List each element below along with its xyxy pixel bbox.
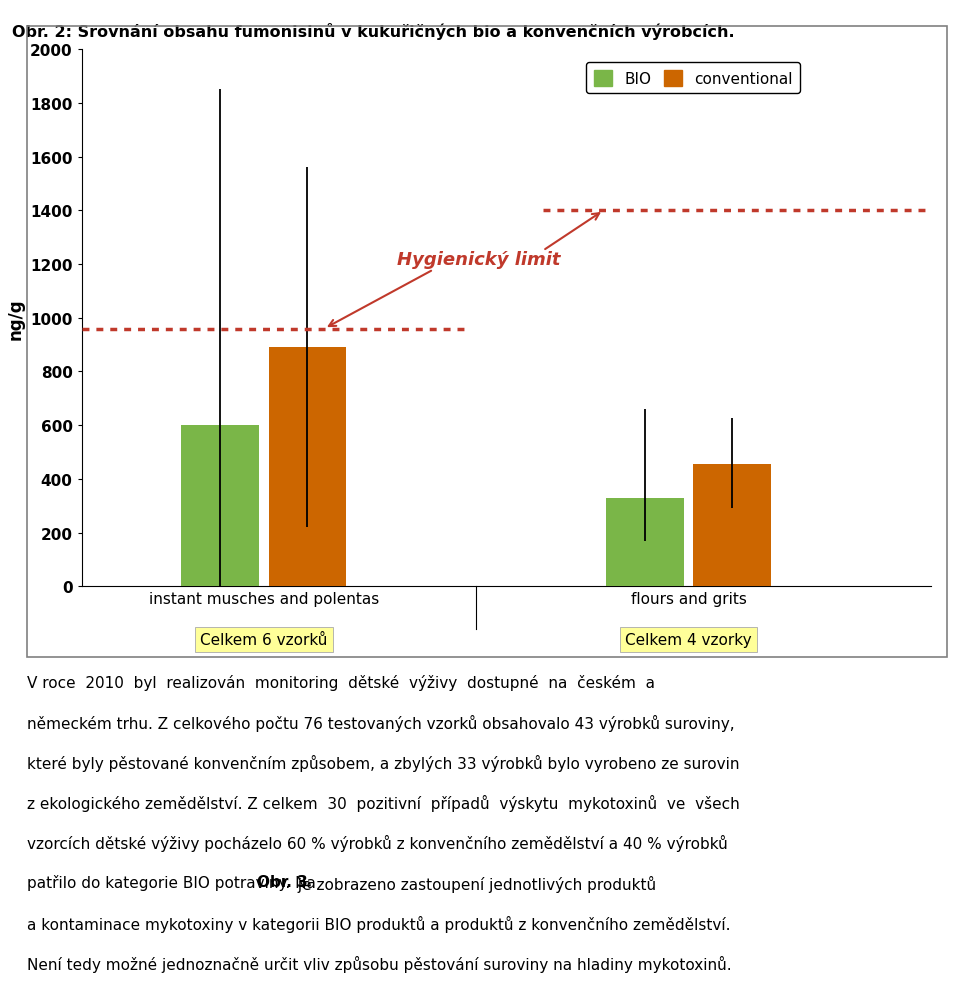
Bar: [269, 348, 347, 587]
Text: vzorcích dětské výživy pocházelo 60 % výrobků z konvenčního zemědělství a 40 % v: vzorcích dětské výživy pocházelo 60 % vý…: [27, 834, 728, 852]
Text: německém trhu. Z celkového počtu 76 testovaných vzorků obsahovalo 43 výrobků sur: německém trhu. Z celkového počtu 76 test…: [27, 714, 734, 731]
Text: Celkem 6 vzorků: Celkem 6 vzorků: [200, 633, 327, 647]
Text: patřilo do kategorie BIO potraviny. Na: patřilo do kategorie BIO potraviny. Na: [27, 875, 321, 891]
Bar: [181, 425, 259, 587]
Text: Hygienický limit: Hygienický limit: [397, 251, 561, 269]
Y-axis label: ng/g: ng/g: [7, 298, 24, 339]
Bar: [693, 464, 771, 587]
Bar: [606, 498, 684, 587]
Text: z ekologického zemědělství. Z celkem  30  pozitivní  případů  výskytu  mykotoxin: z ekologického zemědělství. Z celkem 30 …: [27, 794, 739, 811]
Text: je zobrazeno zastoupení jednotlivých produktů: je zobrazeno zastoupení jednotlivých pro…: [293, 875, 656, 892]
Text: Celkem 4 vzorky: Celkem 4 vzorky: [625, 633, 752, 647]
Text: které byly pěstované konvenčním způsobem, a zbylých 33 výrobků bylo vyrobeno ze : které byly pěstované konvenčním způsobem…: [27, 754, 739, 771]
Text: Obr. 2: Srovnání obsahu fumonisinů v kukuřičných bio a konvenčních výrobcích.: Obr. 2: Srovnání obsahu fumonisinů v kuk…: [12, 23, 734, 40]
Text: Obr. 3: Obr. 3: [257, 875, 308, 890]
Text: a kontaminace mykotoxiny v kategorii BIO produktů a produktů z konvenčního zeměd: a kontaminace mykotoxiny v kategorii BIO…: [27, 915, 731, 932]
Legend: BIO, conventional: BIO, conventional: [587, 63, 801, 94]
Text: V roce  2010  byl  realizován  monitoring  dětské  výživy  dostupné  na  českém : V roce 2010 byl realizován monitoring dě…: [27, 674, 655, 690]
Text: Není tedy možné jednoznačně určit vliv způsobu pěstování suroviny na hladiny myk: Není tedy možné jednoznačně určit vliv z…: [27, 955, 732, 972]
